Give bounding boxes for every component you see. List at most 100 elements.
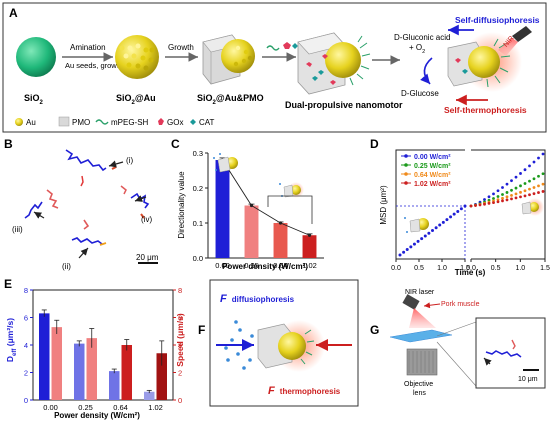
c-particle-icons [213, 153, 313, 224]
growth-label: Growth [168, 43, 194, 52]
d-point-series2 [537, 184, 540, 188]
sio2-au-particle [115, 35, 159, 79]
d-point-series3 [478, 203, 482, 207]
objective-label: Objective [404, 381, 433, 388]
d-point-series1 [528, 179, 531, 183]
d-point-series1 [492, 197, 495, 200]
c-y-tick-label: 0.0 [193, 254, 203, 263]
d-point-series0-left [463, 204, 467, 208]
d-legend-marker [404, 163, 408, 167]
thermo-text: thermophoresis [280, 387, 341, 396]
d-point-series3 [483, 202, 486, 206]
dual-nanomotor-label: Dual-propulsive nanomotor [285, 100, 403, 110]
panel-f-letter: F [198, 323, 205, 337]
scale-label-b: 20 μm [136, 253, 159, 262]
d-point-series3 [510, 197, 513, 201]
inset-trajectory [485, 350, 522, 358]
e-right-tick-label: 2 [178, 369, 182, 378]
d-x-tick-label: 1.0 [437, 265, 447, 272]
c-y-tick-label: 0.1 [193, 219, 203, 228]
self-diffusio-label: Self-diffusiophoresis [455, 15, 540, 25]
e-right-tick-label: 0 [178, 396, 182, 405]
svg-text:CAT: CAT [199, 118, 215, 127]
trajectory-iii [24, 201, 43, 219]
label-ii: (ii) [62, 262, 71, 271]
d-point-series2 [523, 189, 527, 193]
d-point-series0 [510, 179, 513, 183]
label-iv: (iv) [141, 215, 152, 224]
e-x-tick-label: 0.00 [43, 403, 58, 412]
d-legend-marker [404, 172, 408, 176]
dual-nanomotor-particle [297, 32, 371, 95]
e-speed-bar [51, 327, 62, 400]
panel-d: D MSD (μm²) 0.0 0.5 1.0 1.50.0 0.5 1.0 1.50.00… [370, 137, 550, 277]
panel-e-letter: E [4, 277, 12, 291]
e-xlabel: Power density (W/cm²) [54, 411, 140, 420]
glucose-label: D-Glucose [401, 89, 439, 98]
panel-f: F F diffusiophoresis F thermophoresis [198, 279, 359, 407]
d-point-series0-left [423, 234, 427, 238]
d-point-series2 [510, 193, 513, 197]
d-x-tick-label: 1.5 [540, 265, 550, 272]
d-point-series0-left [420, 237, 424, 241]
amination-label: Amination [70, 43, 106, 52]
d-point-series0-left [452, 212, 456, 216]
e-ylabel-right: Speed (μm/s) [175, 313, 185, 367]
d-point-series0 [501, 186, 504, 189]
e-deff-bar [74, 343, 85, 400]
d-point-series0 [537, 156, 540, 160]
d-point-series1 [532, 177, 536, 181]
d-legend-label: 0.00 W/cm² [414, 154, 451, 161]
c-trend-point [249, 203, 254, 208]
d-legend-marker [404, 181, 408, 185]
self-thermo-label: Self-thermophoresis [444, 105, 527, 115]
d-point-series0-left [409, 245, 413, 249]
diffusio-text: diffusiophoresis [232, 295, 295, 304]
d-point-series0-left [456, 209, 460, 213]
f-letter-1: F [220, 293, 227, 305]
e-right-tick-label: 8 [178, 286, 182, 295]
d-point-series0-left [427, 231, 431, 235]
d-legend-label: 0.25 W/cm² [414, 163, 451, 170]
e-left-tick-label: 0 [24, 396, 28, 405]
e-deff-bar [109, 371, 120, 400]
e-x-tick-label: 0.64 [113, 403, 128, 412]
c-x-tick-label: 1.02 [302, 261, 317, 270]
c-bar [215, 160, 230, 258]
d-point-series3 [528, 193, 531, 197]
d-point-series0-left [402, 250, 406, 254]
d-x-tick-label: 0.0 [391, 265, 401, 272]
e-right-tick-label: 4 [178, 341, 182, 350]
c-trend-point [278, 221, 283, 225]
sample-slide [389, 329, 453, 343]
scale-label-g: 10 μm [518, 376, 538, 383]
d-point-series2 [528, 187, 531, 191]
laser-device [402, 294, 420, 310]
panel-a: A SiO2 Amination Au seeds, growth SiO2@A… [2, 2, 547, 133]
d-point-series0 [483, 198, 486, 201]
d-point-series0-left [441, 220, 445, 224]
d-point-series0 [528, 164, 531, 168]
d-point-series1 [519, 184, 522, 188]
d-point-series2 [541, 182, 545, 186]
d-xlabel: Time (s) [455, 268, 486, 277]
d-point-series1 [510, 188, 513, 192]
d-legend-label: 1.02 W/cm² [414, 181, 451, 188]
d-point-series0-left [398, 253, 402, 257]
e-speed-bar [121, 345, 132, 400]
d-point-series3 [487, 202, 491, 205]
c-y-tick-label: 0.3 [193, 149, 203, 158]
panel-b: B (i) (iii) (ii) (iv) 20 μm [4, 137, 159, 271]
au-seeds-label: Au seeds, growth [65, 61, 123, 70]
d-ylabel: MSD (μm²) [379, 185, 388, 225]
d-point-series1 [496, 195, 500, 198]
d-legend-marker [404, 154, 408, 158]
motor-with-nir [447, 26, 532, 92]
d-point-series3 [501, 199, 504, 203]
label-iii: (iii) [12, 225, 23, 234]
c-trend-line [222, 159, 310, 236]
d-point-series0-left [438, 223, 442, 227]
d-point-series3 [496, 200, 500, 204]
svg-text:SiO2: SiO2 [24, 93, 44, 106]
e-left-tick-label: 4 [24, 341, 28, 350]
